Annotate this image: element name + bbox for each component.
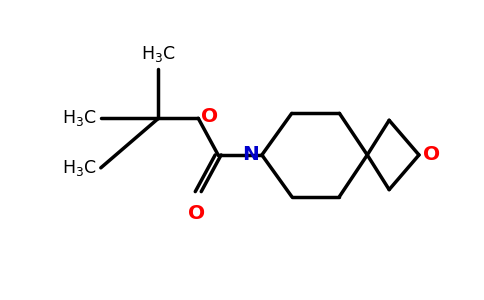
Text: O: O xyxy=(423,146,440,164)
Text: O: O xyxy=(188,205,205,224)
Text: H$_3$C: H$_3$C xyxy=(62,108,97,128)
Text: H$_3$C: H$_3$C xyxy=(62,158,97,178)
Text: N: N xyxy=(242,146,259,164)
Text: H$_3$C: H$_3$C xyxy=(141,44,176,64)
Text: O: O xyxy=(201,107,218,126)
